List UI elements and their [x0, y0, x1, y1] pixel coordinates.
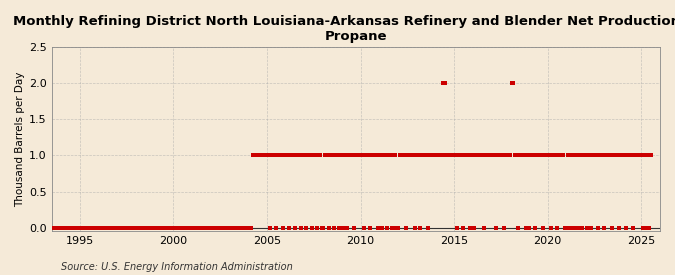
Point	[599, 226, 610, 230]
Point	[311, 226, 322, 230]
Point	[551, 226, 562, 230]
Point	[641, 226, 651, 230]
Point	[400, 226, 411, 230]
Point	[307, 226, 318, 230]
Point	[576, 226, 587, 230]
Point	[393, 226, 404, 230]
Point	[277, 226, 288, 230]
Point	[246, 226, 256, 230]
Point	[290, 226, 300, 230]
Point	[628, 226, 639, 230]
Point	[364, 226, 375, 230]
Point	[567, 226, 578, 230]
Point	[570, 226, 581, 230]
Point	[513, 226, 524, 230]
Point	[341, 226, 352, 230]
Point	[479, 226, 489, 230]
Point	[338, 226, 349, 230]
Point	[644, 226, 655, 230]
Point	[410, 226, 421, 230]
Point	[491, 226, 502, 230]
Point	[391, 226, 402, 230]
Point	[614, 226, 625, 230]
Point	[452, 226, 462, 230]
Title: Monthly Refining District North Louisiana-Arkansas Refinery and Blender Net Prod: Monthly Refining District North Louisian…	[13, 15, 675, 43]
Point	[423, 226, 433, 230]
Point	[499, 226, 510, 230]
Point	[284, 226, 294, 230]
Point	[524, 226, 535, 230]
Point	[464, 226, 475, 230]
Point	[560, 226, 570, 230]
Point	[333, 226, 344, 230]
Point	[592, 226, 603, 230]
Point	[530, 226, 541, 230]
Point	[545, 226, 556, 230]
Point	[300, 226, 311, 230]
Point	[324, 226, 335, 230]
Point	[586, 226, 597, 230]
Point	[329, 226, 340, 230]
Point	[386, 226, 397, 230]
Point	[520, 226, 531, 230]
Point	[377, 226, 388, 230]
Point	[564, 226, 575, 230]
Point	[244, 226, 255, 230]
Point	[318, 226, 329, 230]
Y-axis label: Thousand Barrels per Day: Thousand Barrels per Day	[15, 72, 25, 207]
Point	[469, 226, 480, 230]
Point	[358, 226, 369, 230]
Point	[349, 226, 360, 230]
Point	[620, 226, 631, 230]
Point	[537, 226, 548, 230]
Point	[243, 226, 254, 230]
Point	[574, 226, 585, 230]
Point	[296, 226, 306, 230]
Point	[381, 226, 392, 230]
Point	[637, 226, 648, 230]
Point	[271, 226, 281, 230]
Point	[458, 226, 469, 230]
Point	[561, 226, 572, 230]
Point	[265, 226, 275, 230]
Point	[581, 226, 592, 230]
Point	[316, 226, 327, 230]
Point	[373, 226, 383, 230]
Point	[414, 226, 425, 230]
Point	[606, 226, 617, 230]
Text: Source: U.S. Energy Information Administration: Source: U.S. Energy Information Administ…	[61, 262, 292, 272]
